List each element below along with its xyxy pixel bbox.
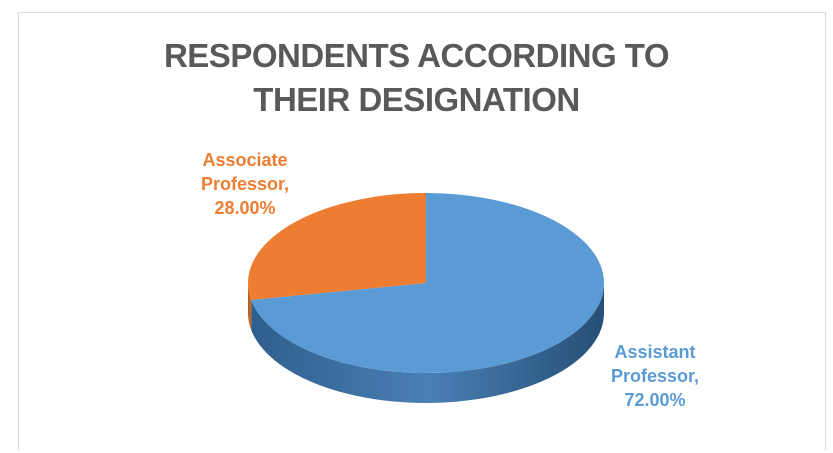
chart-title-line-2: THEIR DESIGNATION	[253, 81, 580, 118]
slice-label-associate-line-3: 28.00%	[214, 198, 276, 218]
slice-label-assistant-professor: Assistant Professor, 72.00%	[575, 340, 735, 412]
slice-label-assistant-line-1: Assistant	[614, 342, 696, 362]
slice-label-assistant-line-2: Professor,	[610, 366, 700, 386]
pie-tops	[247, 193, 604, 373]
slice-label-assistant-line-3: 72.00%	[624, 390, 686, 410]
pie-side-assistant-professor	[251, 283, 605, 404]
pie-side-associate-professor	[248, 283, 252, 330]
slice-label-associate-line-1: Associate	[202, 150, 288, 170]
slice-label-associate-professor: Associate Professor, 28.00%	[160, 148, 330, 220]
chart-title: RESPONDENTS ACCORDING TO THEIR DESIGNATI…	[0, 34, 833, 122]
chart-title-line-1: RESPONDENTS ACCORDING TO	[163, 37, 670, 74]
pie-sides	[248, 283, 605, 404]
pie-slice-associate-professor	[247, 193, 426, 300]
pie-slice-assistant-professor	[251, 193, 604, 373]
slice-label-associate-line-2: Professor,	[200, 174, 290, 194]
